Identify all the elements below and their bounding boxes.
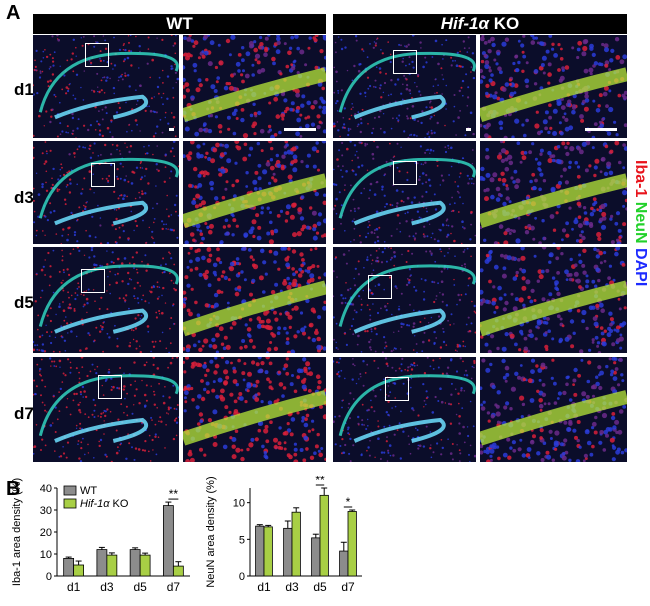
scale-bar xyxy=(284,128,316,131)
y-axis-label: NeuN area density (%) xyxy=(205,476,217,587)
x-tick-label: d5 xyxy=(133,580,147,594)
inset-box xyxy=(91,163,115,187)
scale-bar xyxy=(585,128,617,131)
micrograph-wt-overview-d5 xyxy=(33,247,179,353)
inset-box xyxy=(85,43,109,67)
ko-gene-name: Hif-1α xyxy=(440,14,490,33)
y-tick-label: 0 xyxy=(46,571,52,583)
micrograph-ko-zoom-d5 xyxy=(480,247,627,353)
bar-ko xyxy=(263,526,273,577)
micrograph-ko-overview-d7 xyxy=(333,357,476,462)
bar-wt xyxy=(339,550,349,577)
bar-ko xyxy=(347,511,357,577)
scale-bar xyxy=(169,128,174,131)
x-tick-label: d7 xyxy=(341,580,355,594)
stain-legend: Iba-1 NeuN DAPI xyxy=(628,160,650,370)
micrograph-wt-overview-d3 xyxy=(33,141,179,244)
legend-swatch-ko xyxy=(63,498,77,509)
wt-column-header: WT xyxy=(33,14,326,34)
y-tick-label: 10 xyxy=(40,549,52,561)
x-tick-label: d7 xyxy=(167,580,181,594)
x-tick-label: d3 xyxy=(285,580,299,594)
legend-label-wt: WT xyxy=(80,485,97,497)
row-label-d5: d5 xyxy=(14,293,34,312)
bar-ko xyxy=(139,554,151,577)
legend-swatch-wt xyxy=(63,485,77,496)
stain-iba1: Iba-1 xyxy=(632,160,649,198)
ko-suffix: KO xyxy=(489,14,520,33)
panel-a-label: A xyxy=(6,2,21,24)
scale-bar xyxy=(466,128,471,131)
micrograph-ko-overview-d5 xyxy=(333,247,476,353)
y-tick-label: 10 xyxy=(233,498,245,510)
inset-box xyxy=(368,275,392,299)
significance-marker: ** xyxy=(315,476,325,487)
micrograph-wt-zoom-d3 xyxy=(183,141,326,244)
row-label-d1: d1 xyxy=(14,80,34,99)
stain-dapi: DAPI xyxy=(632,248,649,287)
micrograph-wt-overview-d1 xyxy=(33,35,179,138)
inset-box xyxy=(393,161,417,185)
bar-wt xyxy=(96,549,108,577)
bar-charts: 0 10 20 30 40 Iba-1 area density (%) d1 d3 d5 d7 *… xyxy=(11,476,362,594)
y-tick-label: 30 xyxy=(40,505,52,517)
x-tick-label: d1 xyxy=(257,580,271,594)
bar-wt xyxy=(162,505,174,577)
micrograph-wt-zoom-d5 xyxy=(183,247,326,353)
bar-ko xyxy=(73,564,85,577)
row-label-d7: d7 xyxy=(14,404,34,423)
bar-wt xyxy=(283,527,293,577)
y-tick-label: 0 xyxy=(239,571,245,583)
y-tick-label: 40 xyxy=(40,483,52,495)
y-axis-label: Iba-1 area density (%) xyxy=(11,478,23,586)
inset-box xyxy=(385,377,409,401)
significance-marker: * xyxy=(346,495,351,509)
micrograph-wt-zoom-d1 xyxy=(183,35,326,138)
y-tick-label: 20 xyxy=(40,527,52,539)
micrograph-ko-overview-d3 xyxy=(333,141,476,244)
bar-ko xyxy=(172,565,184,577)
micrograph-ko-zoom-d7 xyxy=(480,357,627,462)
bar-wt xyxy=(311,537,321,577)
micrograph-wt-zoom-d7 xyxy=(183,357,326,462)
bar-ko xyxy=(319,494,329,577)
x-tick-label: d3 xyxy=(100,580,114,594)
x-tick-label: d1 xyxy=(67,580,81,594)
bar-wt xyxy=(255,525,265,577)
significance-marker: ** xyxy=(169,487,179,501)
micrograph-wt-overview-d7 xyxy=(33,357,179,462)
x-tick-label: d5 xyxy=(313,580,327,594)
row-label-d3: d3 xyxy=(14,188,34,207)
ko-column-header: Hif-1α KO xyxy=(333,14,627,34)
bar-ko xyxy=(291,511,301,577)
bar-wt xyxy=(63,558,75,577)
micrograph-ko-overview-d1 xyxy=(333,35,476,138)
inset-box xyxy=(393,50,417,74)
legend-label-ko: Hif-1α KO xyxy=(80,498,129,510)
y-tick-label: 5 xyxy=(239,534,245,546)
stain-neun: NeuN xyxy=(632,201,649,244)
micrograph-ko-zoom-d1 xyxy=(480,35,627,138)
inset-box xyxy=(81,269,105,293)
bar-wt xyxy=(129,549,141,577)
bar-ko xyxy=(106,554,118,577)
inset-box xyxy=(98,375,122,399)
panel-b-label: B xyxy=(6,478,21,500)
micrograph-ko-zoom-d3 xyxy=(480,141,627,244)
